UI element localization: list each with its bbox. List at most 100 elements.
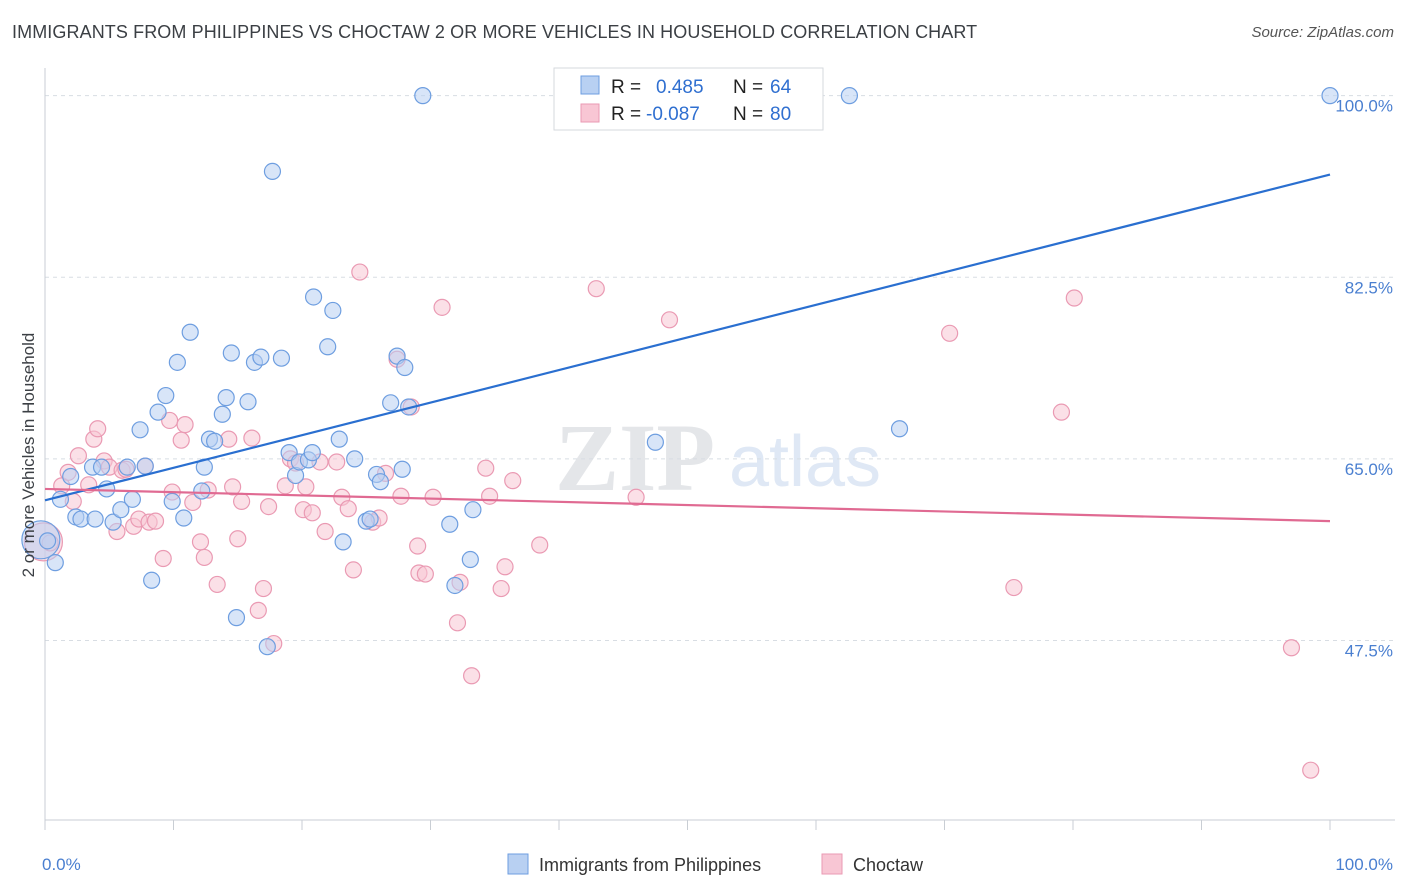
bottom-legend-label-pink: Choctaw bbox=[853, 855, 924, 875]
y-tick-label: 100.0% bbox=[1335, 97, 1393, 116]
correlation-legend: R = 0.485 N = 64 R = -0.087 N = 80 bbox=[553, 67, 824, 131]
data-point bbox=[220, 430, 238, 448]
data-point bbox=[441, 515, 459, 533]
axes bbox=[44, 68, 1395, 830]
legend-n-value-1: 64 bbox=[770, 77, 792, 98]
data-point bbox=[477, 459, 495, 477]
data-point bbox=[229, 530, 247, 548]
data-point bbox=[143, 571, 161, 589]
data-point bbox=[448, 614, 467, 632]
data-point bbox=[1321, 87, 1339, 105]
legend-r-label-2: R = bbox=[611, 104, 641, 125]
data-point bbox=[112, 501, 130, 519]
data-point bbox=[316, 522, 334, 541]
legend-n-value-2: 80 bbox=[770, 104, 791, 125]
tick-labels: 100.0% 82.5% 65.0% 47.5% 0.0% 100.0% bbox=[42, 97, 1393, 874]
data-point bbox=[191, 533, 210, 551]
data-point bbox=[319, 338, 337, 356]
data-point bbox=[184, 493, 202, 512]
data-point bbox=[239, 393, 257, 411]
data-point bbox=[393, 460, 411, 478]
bottom-legend-swatch-pink bbox=[821, 853, 843, 875]
data-point bbox=[136, 457, 154, 475]
data-point bbox=[222, 344, 240, 362]
data-point bbox=[424, 488, 442, 506]
data-point bbox=[890, 420, 909, 438]
y-tick-label: 65.0% bbox=[1345, 460, 1393, 479]
data-point bbox=[492, 579, 510, 598]
source-credit: Source: ZipAtlas.com bbox=[1251, 24, 1394, 41]
data-point bbox=[464, 501, 482, 519]
data-point bbox=[481, 487, 499, 505]
data-point bbox=[131, 421, 149, 439]
legend-r-value-2: -0.087 bbox=[646, 104, 700, 125]
data-point bbox=[195, 548, 213, 567]
data-point bbox=[208, 575, 226, 594]
data-point bbox=[92, 458, 111, 476]
data-point bbox=[646, 433, 664, 451]
data-point bbox=[840, 87, 859, 105]
data-point bbox=[213, 405, 231, 423]
legend-n-label-2: N = bbox=[733, 104, 763, 125]
data-point bbox=[89, 420, 107, 438]
data-point bbox=[62, 467, 80, 486]
legend-swatch-blue bbox=[580, 75, 600, 95]
trend-lines bbox=[44, 173, 1331, 523]
data-point bbox=[361, 510, 379, 528]
data-point bbox=[46, 554, 64, 572]
data-point bbox=[259, 497, 278, 516]
data-point bbox=[181, 323, 199, 341]
data-point bbox=[206, 432, 224, 450]
legend-n-label-1: N = bbox=[733, 77, 763, 98]
philippines-trend-line bbox=[44, 173, 1331, 502]
series-legend: Immigrants from Philippines Choctaw bbox=[507, 853, 924, 875]
data-point bbox=[382, 394, 400, 412]
data-point bbox=[324, 301, 342, 320]
data-point bbox=[339, 500, 357, 518]
data-point bbox=[86, 510, 104, 528]
data-point bbox=[303, 444, 321, 462]
data-point bbox=[328, 453, 346, 471]
data-point bbox=[416, 565, 434, 583]
data-point bbox=[243, 429, 261, 447]
data-point bbox=[163, 492, 181, 511]
data-point bbox=[258, 638, 276, 656]
data-point bbox=[254, 579, 273, 598]
data-point bbox=[409, 537, 427, 555]
data-point bbox=[263, 162, 282, 180]
data-point bbox=[118, 458, 136, 476]
data-point bbox=[344, 561, 362, 579]
watermark-atlas: atlas bbox=[729, 422, 881, 502]
x-tick-label: 100.0% bbox=[1335, 855, 1393, 874]
data-point bbox=[660, 311, 679, 329]
data-point bbox=[176, 416, 194, 434]
data-point bbox=[1302, 761, 1320, 779]
data-point bbox=[123, 490, 141, 508]
legend-r-label-1: R = bbox=[611, 77, 641, 98]
data-point bbox=[504, 472, 522, 490]
data-point bbox=[446, 576, 464, 595]
y-tick-label: 82.5% bbox=[1345, 278, 1393, 297]
data-point bbox=[1005, 578, 1023, 597]
data-point bbox=[461, 550, 479, 569]
bottom-legend-label-blue: Immigrants from Philippines bbox=[539, 855, 761, 875]
data-point bbox=[233, 492, 251, 511]
data-point bbox=[227, 609, 246, 627]
grid-lines bbox=[45, 95, 1395, 641]
data-point bbox=[463, 667, 481, 685]
bottom-legend-swatch-blue bbox=[507, 853, 529, 875]
data-point bbox=[252, 348, 270, 366]
data-point bbox=[303, 504, 321, 522]
chart-title: IMMIGRANTS FROM PHILIPPINES VS CHOCTAW 2… bbox=[12, 22, 978, 42]
data-point bbox=[193, 482, 211, 500]
data-point bbox=[627, 488, 645, 506]
data-point bbox=[334, 533, 352, 551]
data-point bbox=[396, 358, 414, 377]
data-point bbox=[496, 558, 514, 576]
data-point bbox=[157, 386, 175, 405]
data-point bbox=[149, 403, 167, 421]
data-point bbox=[154, 549, 172, 568]
data-point bbox=[224, 478, 242, 496]
data-point bbox=[168, 353, 186, 371]
choctaw-trend-line bbox=[44, 487, 1331, 523]
